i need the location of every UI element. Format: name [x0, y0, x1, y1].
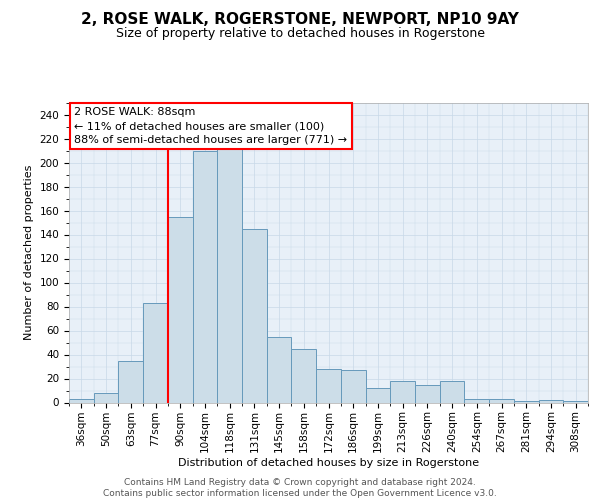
Text: Size of property relative to detached houses in Rogerstone: Size of property relative to detached ho… — [115, 28, 485, 40]
Bar — [143, 303, 168, 402]
Bar — [365, 388, 390, 402]
Bar — [489, 399, 514, 402]
Bar — [118, 360, 143, 403]
Text: 2, ROSE WALK, ROGERSTONE, NEWPORT, NP10 9AY: 2, ROSE WALK, ROGERSTONE, NEWPORT, NP10 … — [81, 12, 519, 28]
X-axis label: Distribution of detached houses by size in Rogerstone: Distribution of detached houses by size … — [178, 458, 479, 468]
Bar — [440, 381, 464, 402]
Bar — [242, 228, 267, 402]
Bar — [94, 393, 118, 402]
Bar — [217, 138, 242, 402]
Bar — [292, 348, 316, 403]
Text: 2 ROSE WALK: 88sqm
← 11% of detached houses are smaller (100)
88% of semi-detach: 2 ROSE WALK: 88sqm ← 11% of detached hou… — [74, 107, 347, 145]
Bar — [267, 336, 292, 402]
Bar — [168, 216, 193, 402]
Bar — [341, 370, 365, 402]
Text: Contains HM Land Registry data © Crown copyright and database right 2024.
Contai: Contains HM Land Registry data © Crown c… — [103, 478, 497, 498]
Bar — [193, 150, 217, 402]
Y-axis label: Number of detached properties: Number of detached properties — [24, 165, 34, 340]
Bar — [390, 381, 415, 402]
Bar — [539, 400, 563, 402]
Bar — [464, 399, 489, 402]
Bar — [415, 384, 440, 402]
Bar — [69, 399, 94, 402]
Bar — [316, 369, 341, 402]
